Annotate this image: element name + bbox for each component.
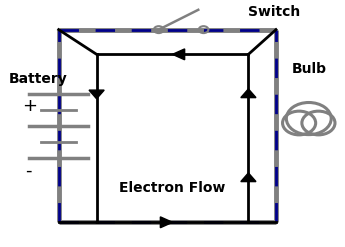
Text: +: + xyxy=(22,97,37,115)
Polygon shape xyxy=(241,173,256,182)
Text: -: - xyxy=(25,162,31,179)
Polygon shape xyxy=(160,217,172,228)
Polygon shape xyxy=(89,90,104,99)
Polygon shape xyxy=(172,49,185,60)
Polygon shape xyxy=(241,89,256,98)
Text: Switch: Switch xyxy=(248,5,300,19)
Text: Electron Flow: Electron Flow xyxy=(119,181,226,195)
Text: Bulb: Bulb xyxy=(291,62,326,76)
Text: Battery: Battery xyxy=(9,72,67,86)
